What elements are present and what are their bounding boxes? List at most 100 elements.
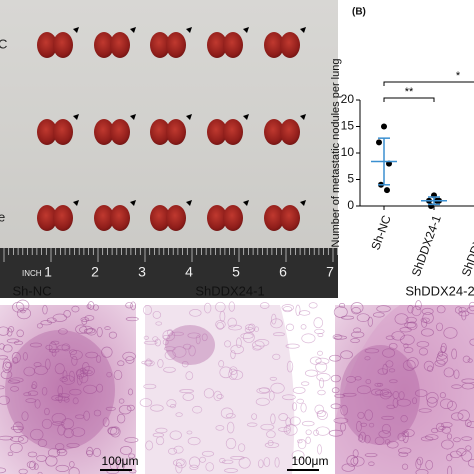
tissue-cell: [350, 338, 360, 344]
tissue-cell: [316, 410, 326, 417]
tissue-cell: [258, 387, 270, 393]
row-label: l: [0, 123, 1, 138]
tissue-cell: [391, 331, 405, 341]
tissue-cell: [420, 328, 434, 337]
tissue-cell: [426, 396, 438, 408]
y-axis-label: Number of metastatic nodules per lung: [330, 59, 342, 248]
tissue-cell: [108, 331, 117, 339]
tissue-cell: [400, 334, 415, 346]
tissue-cell: [110, 426, 121, 438]
tissue-cell: [81, 318, 88, 325]
tissue-cell: [119, 445, 133, 455]
tissue-cell: [76, 373, 83, 386]
tissue-cell: [143, 305, 153, 316]
y-tick-label: 0: [347, 198, 354, 212]
tissue-cell: [128, 453, 136, 459]
tissue-nodule: [5, 330, 115, 450]
tissue-cell: [34, 399, 41, 409]
tissue-cell: [59, 377, 69, 382]
tissue-cell: [466, 306, 474, 315]
tissue-cell: [283, 424, 298, 436]
tissue-cell: [461, 450, 473, 462]
tissue-cell: [139, 398, 153, 407]
tissue-cell: [61, 375, 76, 385]
arrowhead: [130, 114, 136, 120]
tissue-cell: [457, 409, 470, 422]
tissue-cell: [251, 413, 258, 420]
tissue-cell: [68, 349, 78, 355]
scale-bar-label: 100μm: [102, 454, 139, 468]
tissue-cell: [58, 393, 70, 398]
significance-bracket: [383, 97, 435, 102]
lung: [264, 119, 284, 145]
tissue-cell: [125, 302, 134, 309]
tissue-cell: [374, 436, 385, 445]
scale-bar-label: 100μm: [292, 454, 329, 468]
tissue-cell: [192, 405, 203, 414]
tissue-cell: [412, 397, 418, 405]
tissue-cell: [252, 345, 262, 351]
tissue-cell: [350, 302, 364, 314]
tissue-cell: [389, 379, 398, 384]
tissue-cell: [219, 457, 226, 464]
tissue-cell: [87, 301, 95, 310]
tissue-cell: [356, 385, 372, 395]
lung: [110, 119, 130, 145]
tissue-cell: [0, 467, 6, 474]
ruler: [0, 248, 338, 298]
lung: [110, 32, 130, 58]
tissue-cell: [422, 312, 434, 324]
tissue-cell: [458, 307, 467, 313]
tissue-cell: [411, 305, 422, 317]
tissue-cell: [282, 306, 293, 313]
tissue-cell: [317, 350, 323, 356]
tissue-cell: [17, 435, 29, 444]
tissue-cell: [414, 389, 428, 398]
tissue-cell: [205, 462, 214, 472]
tissue-cell: [405, 316, 417, 324]
tissue-cell: [271, 313, 277, 325]
tissue-cell: [400, 415, 408, 423]
tissue-cell: [6, 328, 13, 337]
tissue-cell: [289, 416, 301, 426]
lung: [264, 205, 284, 231]
tissue-cell: [425, 460, 434, 470]
arrowhead: [73, 27, 79, 33]
tissue-cell: [333, 306, 348, 318]
tissue-cell: [244, 327, 255, 333]
tissue-cell: [36, 323, 43, 329]
tissue-cell: [376, 305, 391, 313]
tissue-cell: [439, 392, 446, 399]
tissue-cell: [63, 309, 71, 318]
arrowhead: [243, 114, 249, 120]
tissue-cell: [30, 428, 44, 441]
tissue-cell: [143, 340, 158, 345]
tissue-cell: [370, 388, 383, 396]
lung: [94, 205, 114, 231]
tissue-cell: [152, 336, 159, 342]
lung: [223, 32, 243, 58]
tissue-cell: [285, 417, 292, 427]
lung: [166, 205, 186, 231]
tissue-cell: [378, 430, 392, 438]
tissue-cell: [187, 437, 201, 446]
tissue-cell: [403, 347, 414, 353]
lung: [37, 205, 57, 231]
tissue-cell: [6, 338, 20, 344]
tissue-cell: [300, 381, 310, 386]
tissue-cell: [75, 324, 87, 334]
tissue-cell: [295, 304, 301, 316]
tissue-cell: [356, 420, 362, 432]
arrowhead: [300, 200, 306, 206]
tissue-cell: [204, 302, 212, 314]
tissue-cell: [365, 379, 372, 385]
tissue-cell: [0, 385, 5, 390]
tissue-cell: [402, 359, 416, 371]
tissue-cell: [124, 437, 139, 443]
tissue-cell: [403, 343, 409, 349]
tissue-cell: [441, 439, 454, 450]
tissue-cell: [315, 357, 330, 365]
tissue-cell: [201, 450, 215, 457]
histology-image: [0, 305, 136, 474]
